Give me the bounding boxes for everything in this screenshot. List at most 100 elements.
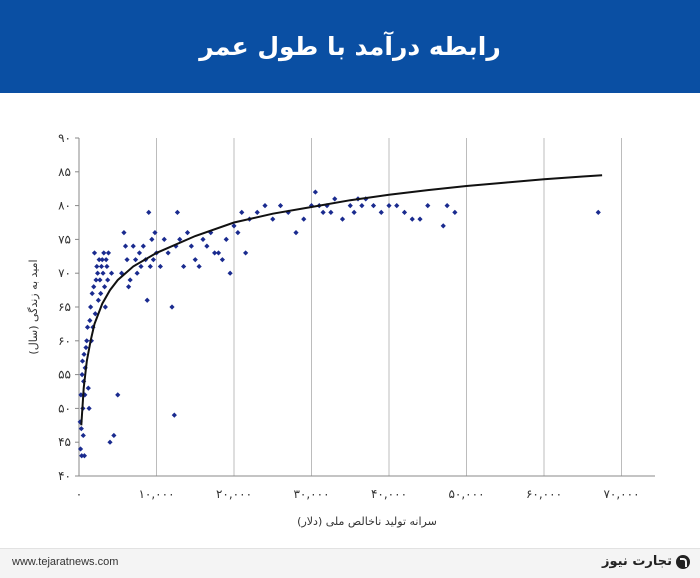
scatter-point [227, 270, 233, 276]
scatter-point [79, 453, 85, 459]
scatter-point [152, 230, 158, 236]
y-tick-label: ۶۰ [58, 334, 71, 348]
scatter-point [444, 203, 450, 209]
x-axis-label: سرانه تولید ناخالص ملی (دلار) [297, 515, 437, 528]
brand-name: تجارت نیوز [601, 554, 672, 569]
scatter-point [97, 277, 103, 283]
y-tick-label: ۷۰ [58, 266, 71, 280]
scatter-point [122, 243, 129, 249]
y-tick-label: ۷۵ [58, 232, 71, 246]
scatter-point [87, 317, 93, 324]
scatter-point [184, 230, 191, 236]
scatter-point [243, 250, 249, 256]
y-tick-label: ۶۵ [58, 300, 71, 314]
scatter-point [105, 250, 112, 256]
chart-panel: ۴۰ ۴۵ ۵۰ ۵۵ ۶۰ ۶۵ ۷۰ ۷۵ ۸۰ ۸۵ ۹۰ ۰ ۱۰,۰۰۰ ۲۰,۰۰۰ ۳۰,۰… [0, 93, 700, 548]
scatter-point [91, 250, 98, 256]
x-tick-label: ۳۰,۰۰۰ [293, 487, 329, 501]
scatter-point [212, 250, 218, 256]
scatter-point [181, 263, 187, 270]
y-tick-label: ۸۵ [58, 165, 71, 179]
x-tick-label: ۵۰,۰۰۰ [448, 487, 484, 501]
x-tick-labels: ۰ ۱۰,۰۰۰ ۲۰,۰۰۰ ۳۰,۰۰۰ ۴۰,۰۰۰ ۵۰,۰۰۰ ۶۰,۰۰۰ ۷۰,… [76, 487, 640, 501]
scatter-point [370, 203, 377, 209]
scatter-point [231, 223, 237, 229]
scatter-point [98, 290, 104, 297]
scatter-point [107, 439, 113, 445]
x-tick-label: ۲۰,۰۰۰ [216, 487, 252, 501]
scatter-point [328, 209, 334, 215]
y-tick-label: ۵۵ [58, 368, 71, 382]
scatter-point [98, 263, 105, 270]
scatter-point [301, 216, 307, 222]
scatter-point [192, 257, 198, 263]
scatter-point [215, 250, 222, 256]
scatter-point [101, 250, 107, 256]
scatter-point [136, 250, 143, 256]
scatter-point [99, 257, 105, 263]
scatter-point [161, 236, 167, 242]
website-url[interactable]: www.tejaratnews.com [12, 556, 119, 568]
x-tick-label: ۴۰,۰۰۰ [371, 487, 407, 501]
brand-logo: تجارت نیوز [602, 554, 690, 569]
scatter-point [409, 216, 415, 222]
scatter-point [359, 203, 365, 209]
scatter-point [101, 284, 108, 290]
scatter-point [84, 324, 91, 330]
scatter-point [81, 453, 88, 459]
scatter-point [89, 290, 95, 297]
scatter-point [121, 230, 127, 236]
x-tick-label: ۷۰,۰۰۰ [603, 487, 639, 501]
scatter-point [219, 257, 225, 263]
scatter-point [378, 209, 384, 215]
scatter-point [81, 351, 87, 357]
chart-svg: ۴۰ ۴۵ ۵۰ ۵۵ ۶۰ ۶۵ ۷۰ ۷۵ ۸۰ ۸۵ ۹۰ ۰ ۱۰,۰۰۰ ۲۰,۰۰۰ ۳۰,۰… [27, 131, 655, 528]
scatter-point [440, 223, 446, 229]
brand-logo-icon [676, 554, 690, 569]
x-tick-label: ۶۰,۰۰۰ [526, 487, 562, 501]
scatter-point [115, 392, 121, 398]
y-tick-label: ۸۰ [58, 199, 71, 213]
scatter-point [119, 270, 125, 276]
scatter-point [92, 311, 98, 317]
scatter-point [100, 270, 106, 276]
grid-layer [156, 138, 622, 476]
y-tick-label: ۴۰ [58, 469, 71, 483]
scatter-point [86, 405, 92, 411]
page-title: رابطه درآمد با طول عمر [199, 32, 501, 61]
footer-bar: www.tejaratnews.com تجارت نیوز [0, 548, 700, 578]
scatter-point [277, 203, 284, 209]
scatter-point [79, 372, 85, 378]
scatter-point [351, 209, 357, 215]
scatter-point [200, 236, 206, 242]
scatter-point [149, 236, 155, 242]
scatter-point [196, 263, 202, 270]
scatter-point [157, 263, 163, 270]
scatter-point [138, 263, 144, 270]
scatter-point [270, 216, 276, 222]
scatter-point [417, 216, 423, 222]
scatter-point [80, 432, 86, 439]
scatter-point [102, 304, 108, 310]
scatter-point [452, 209, 458, 215]
scatter-point [111, 432, 117, 439]
scatter-point [88, 304, 94, 310]
scatter-point [165, 250, 171, 256]
scatter-point [150, 257, 156, 263]
scatter-point [78, 426, 84, 432]
header-bar: رابطه درآمد با طول عمر [0, 0, 700, 93]
scatter-point [84, 338, 90, 344]
scatter-point [144, 297, 150, 303]
scatter-point [83, 344, 89, 351]
scatter-point [339, 216, 346, 222]
scatter-point [94, 263, 100, 270]
scatter-point [108, 270, 115, 276]
scatter-point [254, 209, 260, 215]
scatter-point [320, 209, 326, 215]
scatter-point [312, 189, 318, 195]
scatter-point [169, 304, 175, 310]
scatter-point [147, 263, 153, 270]
scatter-point [77, 446, 84, 452]
scatter-point [239, 209, 245, 215]
scatter-point [146, 209, 152, 215]
